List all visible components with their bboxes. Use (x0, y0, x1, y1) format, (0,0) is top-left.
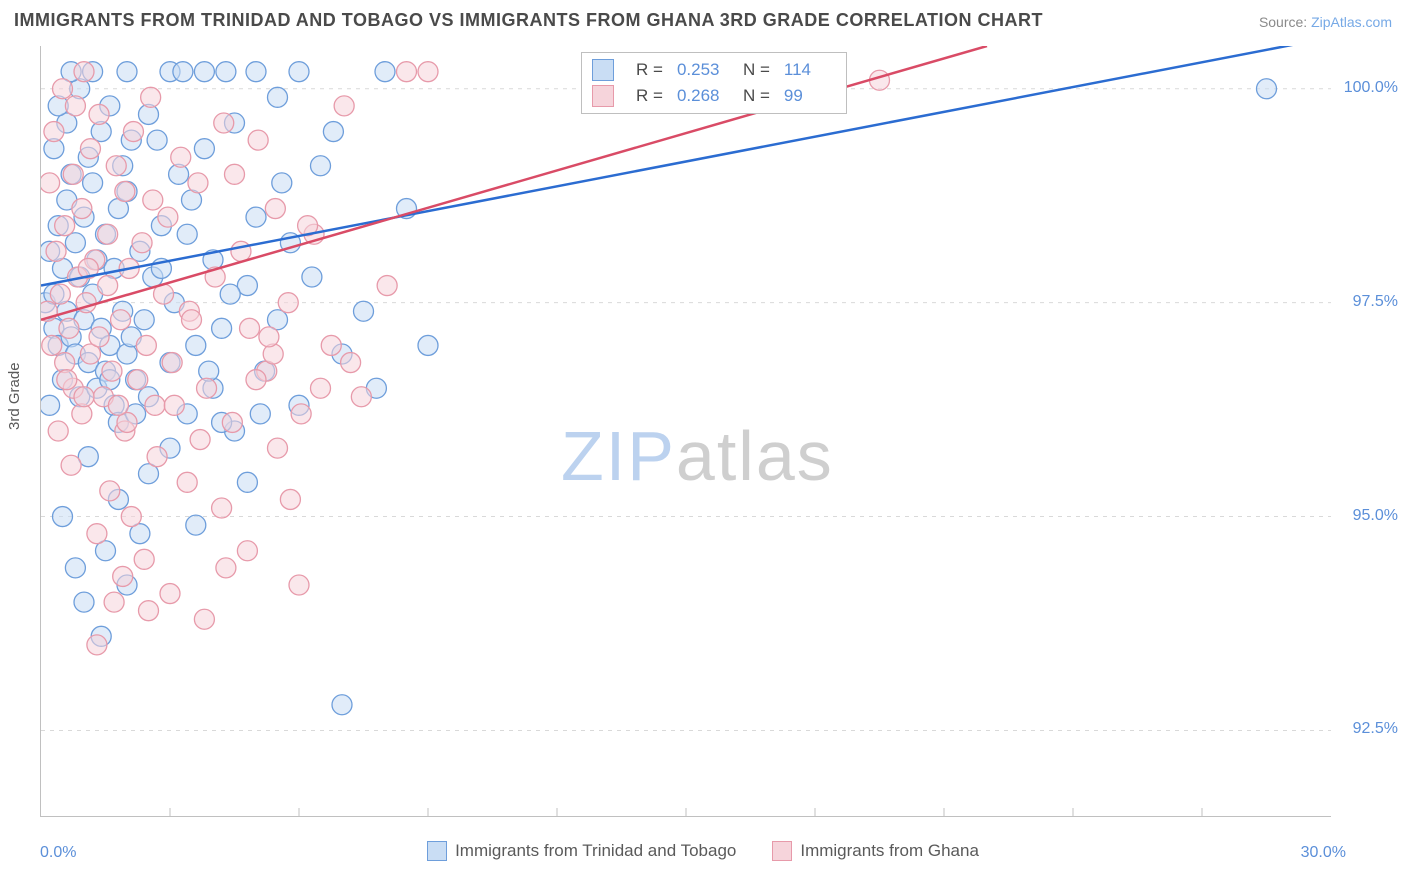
plot-area: ZIPatlas R =0.253N =114R =0.268N =99 (40, 46, 1331, 817)
y-axis-label: 3rd Grade (6, 362, 23, 430)
n-label: N = (743, 83, 770, 109)
stats-legend-box: R = 0.253 N = 114 R = 0.268 N = 99 (581, 52, 847, 114)
series-swatch (592, 59, 614, 81)
legend-label: Immigrants from Trinidad and Tobago (455, 841, 736, 861)
chart-title: IMMIGRANTS FROM TRINIDAD AND TOBAGO VS I… (14, 10, 1043, 31)
source-link[interactable]: ZipAtlas.com (1311, 14, 1392, 30)
stats-row: R = 0.268 N = 99 (592, 83, 836, 109)
legend-item: Immigrants from Ghana (772, 841, 979, 861)
source-label: Source: (1259, 14, 1307, 30)
stats-row: R = 0.253 N = 114 (592, 57, 836, 83)
chart-container: IMMIGRANTS FROM TRINIDAD AND TOBAGO VS I… (0, 0, 1406, 892)
n-label: N = (743, 57, 770, 83)
r-value: 0.268 (677, 83, 729, 109)
plot-svg (41, 46, 1331, 816)
r-value: 0.253 (677, 57, 729, 83)
n-value: 114 (784, 57, 836, 83)
r-label: R = (636, 57, 663, 83)
legend-bottom: Immigrants from Trinidad and Tobago Immig… (0, 841, 1406, 866)
legend-label: Immigrants from Ghana (800, 841, 979, 861)
y-tick-label: 92.5% (1353, 720, 1398, 738)
y-tick-label: 95.0% (1353, 507, 1398, 525)
y-tick-label: 97.5% (1353, 293, 1398, 311)
r-label: R = (636, 83, 663, 109)
series-swatch (592, 85, 614, 107)
n-value: 99 (784, 83, 836, 109)
source-attribution: Source: ZipAtlas.com (1259, 14, 1392, 30)
legend-item: Immigrants from Trinidad and Tobago (427, 841, 736, 861)
y-tick-label: 100.0% (1344, 79, 1398, 97)
legend-swatch (427, 841, 447, 861)
legend-swatch (772, 841, 792, 861)
